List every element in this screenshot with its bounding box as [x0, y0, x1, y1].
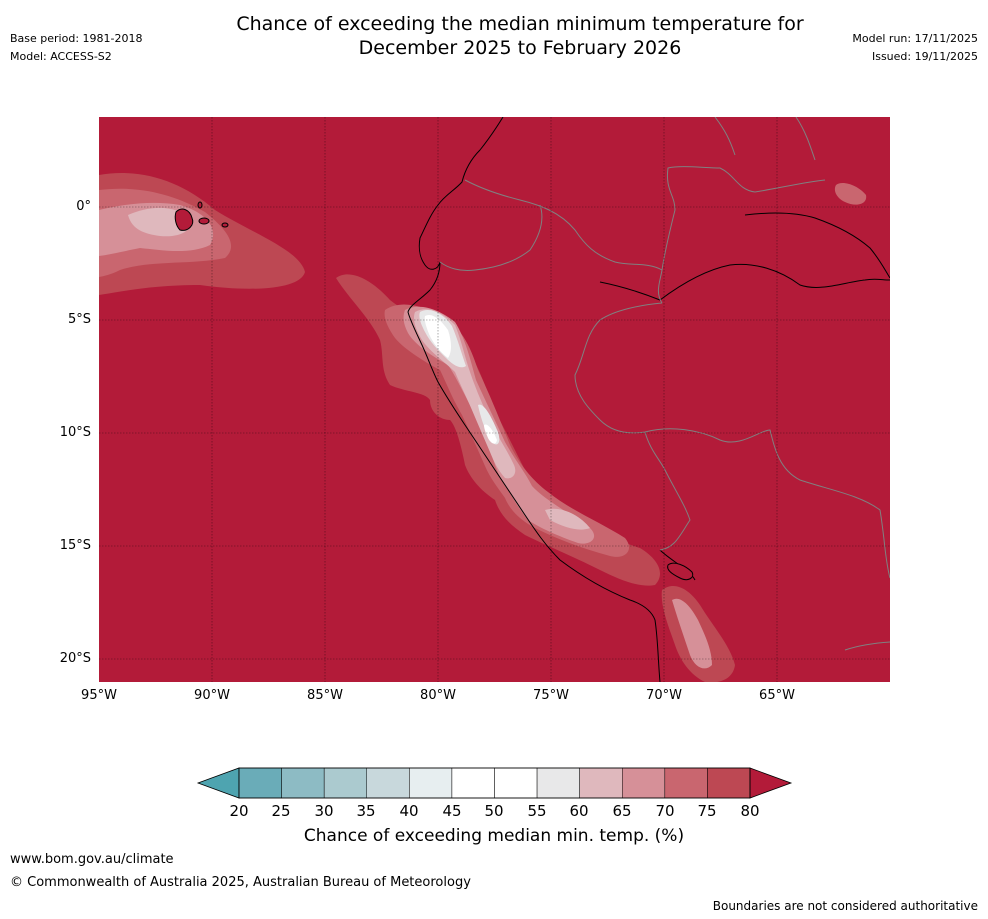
- model-name: Model: ACCESS-S2: [10, 50, 112, 63]
- colorbar-tick-20: 20: [229, 802, 249, 820]
- lon-label-95w: 95°W: [81, 688, 117, 703]
- colorbar-bin-55-60: [536, 767, 580, 799]
- map-title: Chance of exceeding the median minimum t…: [150, 12, 890, 60]
- colorbar-bin-65-70: [622, 767, 666, 799]
- galapagos-island-4: [197, 201, 203, 209]
- lon-label-70w: 70°W: [646, 688, 682, 703]
- colorbar-bin-25-30: [281, 767, 325, 799]
- contour-coast-50: [424, 314, 497, 444]
- colorbar-bin-30-35: [323, 767, 368, 799]
- title-line-2: December 2025 to February 2026: [358, 37, 682, 59]
- title-line-1: Chance of exceeding the median minimum t…: [236, 13, 804, 35]
- boundaries-disclaimer: Boundaries are not considered authoritat…: [712, 899, 978, 913]
- lat-label-15s: 15°S: [59, 538, 91, 553]
- colorbar-tick-60: 60: [569, 802, 589, 820]
- lat-label-10s: 10°S: [59, 425, 91, 440]
- graticule: [99, 117, 890, 682]
- colorbar-bin-40-45: [409, 767, 453, 799]
- galapagos-island-3: [221, 222, 229, 228]
- colorbar-tick-35: 35: [356, 802, 376, 820]
- lat-label-0: 0°: [76, 199, 91, 214]
- colorbar-bin-50-55: [494, 767, 538, 799]
- colorbar-above-arrow: [749, 767, 793, 799]
- lon-label-65w: 65°W: [759, 688, 795, 703]
- lon-label-80w: 80°W: [420, 688, 456, 703]
- map-area: [99, 117, 890, 682]
- issued-date: Issued: 19/11/2025: [871, 50, 978, 63]
- colorbar-tick-25: 25: [271, 802, 291, 820]
- bom-url[interactable]: www.bom.gov.au/climate: [10, 852, 174, 867]
- colorbar-bin-75-80: [707, 767, 751, 799]
- colorbar-tick-45: 45: [442, 802, 462, 820]
- galapagos-island-main: [174, 208, 194, 231]
- colorbar-tick-50: 50: [484, 802, 504, 820]
- country-borders: [439, 117, 890, 651]
- colorbar-tick-55: 55: [527, 802, 547, 820]
- meta-right: Model run: 17/11/2025 Issued: 19/11/2025: [852, 30, 978, 66]
- lat-label-5s: 5°S: [67, 312, 91, 327]
- map-background-80plus: [99, 117, 890, 682]
- colorbar-label: Chance of exceeding median min. temp. (%…: [303, 826, 685, 846]
- lat-label-20s: 20°S: [59, 651, 91, 666]
- galapagos-island-2: [198, 217, 210, 225]
- colorbar-tick-40: 40: [399, 802, 419, 820]
- lon-label-90w: 90°W: [194, 688, 230, 703]
- northern-river: [744, 212, 890, 279]
- lake-titicaca: [667, 562, 694, 581]
- base-period: Base period: 1981-2018: [10, 32, 143, 45]
- meta-left: Base period: 1981-2018 Model: ACCESS-S2: [10, 30, 142, 66]
- colorbar-frame: [238, 767, 751, 799]
- colorbar-below-arrow: [196, 767, 240, 799]
- colorbar-bin-20-25: [238, 767, 282, 799]
- colorbar-tick-70: 70: [655, 802, 675, 820]
- lon-label-75w: 75°W: [533, 688, 569, 703]
- lon-label-85w: 85°W: [307, 688, 343, 703]
- contour-south-65: [672, 598, 712, 669]
- colorbar-bin-70-75: [664, 767, 708, 799]
- model-run: Model run: 17/11/2025: [852, 32, 978, 45]
- colorbar-tick-75: 75: [697, 802, 717, 820]
- colorbar-bin-60-65: [579, 767, 623, 799]
- colorbar-bin-35-40: [366, 767, 410, 799]
- contour-coast-70: [384, 304, 630, 557]
- colorbar: [196, 767, 793, 799]
- amazon-river: [599, 263, 890, 301]
- colorbar-tick-65: 65: [612, 802, 632, 820]
- colorbar-tick-80: 80: [740, 802, 760, 820]
- colorbar-bin-45-50: [451, 767, 495, 799]
- coastline: [407, 117, 661, 682]
- colorbar-tick-30: 30: [314, 802, 334, 820]
- contour-ne-patch: [834, 183, 867, 205]
- copyright-notice: © Commonwealth of Australia 2025, Austra…: [10, 875, 471, 890]
- colorbar-bins: [238, 767, 751, 799]
